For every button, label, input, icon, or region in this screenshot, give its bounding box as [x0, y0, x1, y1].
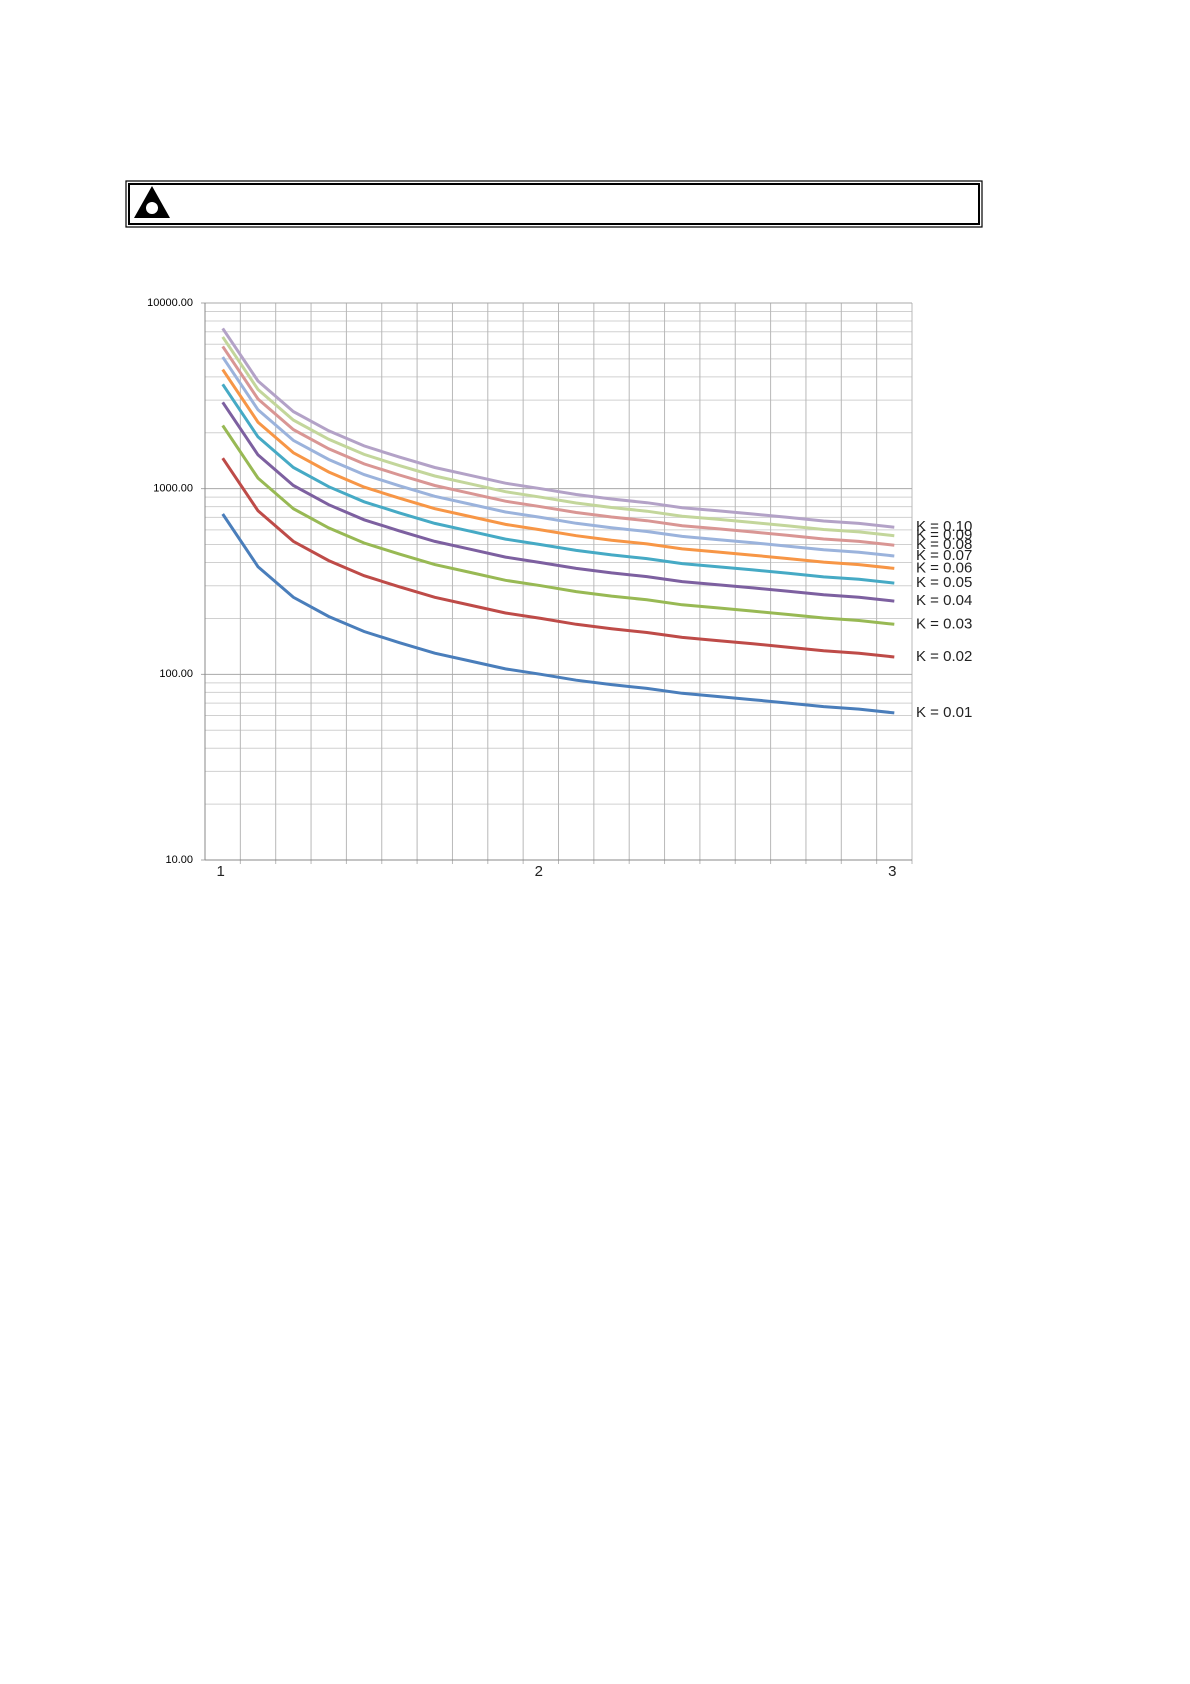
series-line	[221, 345, 895, 547]
legend-label: K = 0.04	[916, 592, 972, 609]
series-line	[221, 356, 895, 558]
x-tick-label: 3	[888, 863, 896, 880]
warning-icon-dot	[146, 202, 158, 214]
series-line	[221, 383, 895, 585]
legend-label: K = 0.10	[916, 518, 972, 535]
series-line	[221, 513, 895, 715]
x-tick-label: 1	[217, 863, 225, 880]
header-box-inner	[128, 183, 980, 225]
x-tick-label: 2	[535, 863, 543, 880]
series-line	[221, 327, 895, 529]
series-line	[221, 368, 895, 570]
series-line	[221, 401, 895, 603]
legend-label: K = 0.06	[916, 559, 972, 576]
series-line	[221, 457, 895, 659]
series-line	[221, 424, 895, 626]
legend-label: K = 0.02	[916, 648, 972, 665]
y-tick-label: 10000.00	[147, 297, 193, 309]
y-tick-label: 10.00	[165, 854, 193, 866]
legend-label: K = 0.03	[916, 615, 972, 632]
legend-label: K = 0.07	[916, 547, 972, 564]
y-tick-label: 1000.00	[153, 483, 193, 495]
legend-label: K = 0.08	[916, 536, 972, 553]
y-tick-label: 100.00	[159, 668, 193, 680]
legend-label: K = 0.01	[916, 704, 972, 721]
legend-label: K = 0.09	[916, 527, 972, 544]
header-box-outer	[125, 180, 983, 228]
series-line	[221, 336, 895, 538]
legend-label: K = 0.05	[916, 574, 972, 591]
